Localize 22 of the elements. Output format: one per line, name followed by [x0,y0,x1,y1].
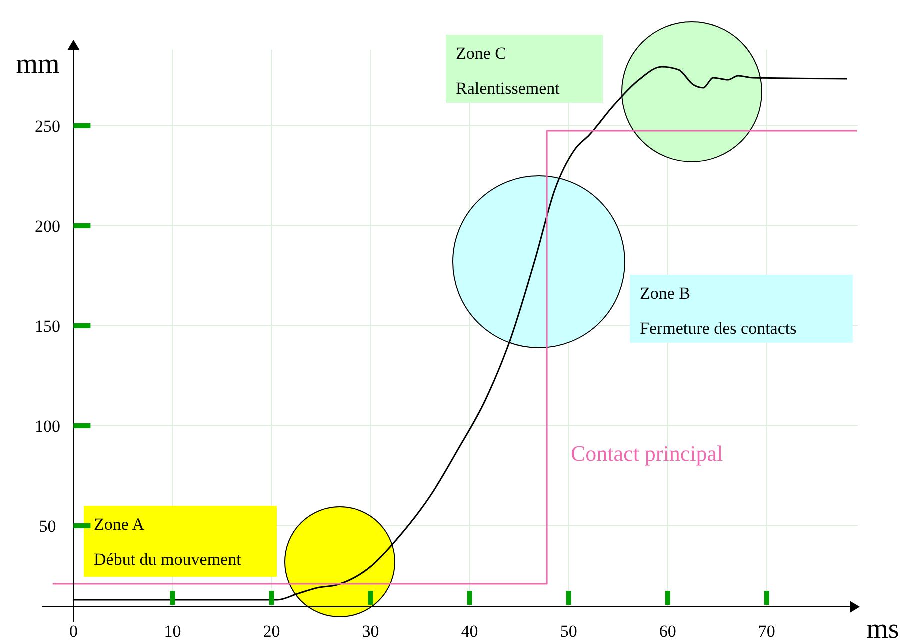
x-tick-label: 60 [659,622,676,641]
series-label: Contact principal [571,441,724,466]
annotation: Zone B [640,284,691,303]
x-tick-label: 40 [461,622,478,641]
x-tick-label: 10 [164,622,182,641]
y-tick-label: 200 [34,217,60,236]
x-tick-label: 20 [263,622,280,641]
annotation: Fermeture des contacts [640,319,797,338]
annotation: Zone C [456,44,507,63]
y-tick-label: 150 [34,317,60,336]
x-tick-label: 30 [362,622,380,641]
annotation: Ralentissement [456,79,560,98]
x-tick-label: 50 [560,622,578,641]
y-axis-title: mm [16,49,60,80]
x-axis-title: ms [866,614,900,644]
annotation: Zone A [94,515,146,534]
annotation: Début du mouvement [94,550,242,569]
x-tick-label: 0 [69,622,78,641]
y-tick-label: 50 [39,517,56,536]
x-tick-label: 70 [758,622,776,641]
y-tick-label: 250 [34,117,60,136]
y-tick-label: 100 [34,417,60,436]
